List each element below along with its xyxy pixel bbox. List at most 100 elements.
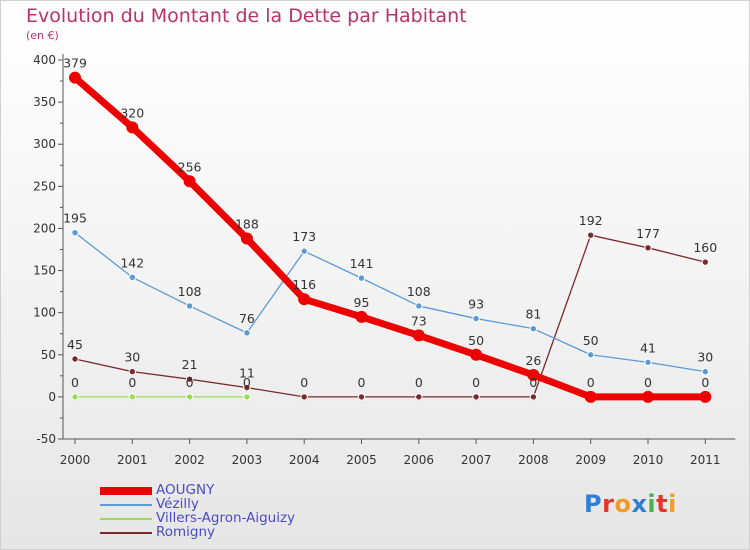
y-tick-label: 50	[41, 348, 56, 362]
x-tick-label: 2004	[289, 453, 320, 467]
y-tick-label: 150	[33, 264, 56, 278]
series-romigny	[71, 231, 709, 401]
data-point-vezilly	[185, 302, 194, 310]
y-tick-label: 250	[33, 179, 56, 193]
series-vezilly	[71, 228, 709, 376]
y-tick-label: 200	[33, 221, 56, 235]
x-tick-label: 2002	[174, 453, 205, 467]
data-label-romigny: 0	[300, 375, 308, 390]
data-point-vezilly	[128, 273, 137, 281]
data-label-romigny: 0	[415, 375, 423, 390]
x-tick-label: 2007	[461, 453, 492, 467]
data-label-vezilly: 30	[697, 350, 713, 365]
data-label-aougny: 188	[235, 217, 259, 232]
x-tick-label: 2008	[518, 453, 549, 467]
data-label-romigny: 192	[579, 213, 603, 228]
x-tick-label: 2005	[346, 453, 377, 467]
data-point-vezilly	[300, 247, 308, 255]
data-point-villers-agron-aiguizy	[243, 393, 251, 401]
data-point-romigny	[300, 393, 308, 401]
data-label-romigny: 30	[124, 350, 140, 365]
data-label-vezilly: 142	[120, 255, 144, 270]
data-label-aougny: 50	[468, 333, 484, 348]
data-label-vezilly: 93	[468, 297, 484, 312]
data-point-aougny	[355, 310, 368, 323]
data-point-villers-agron-aiguizy	[185, 393, 194, 401]
data-point-romigny	[243, 383, 251, 392]
data-label-vezilly: 108	[407, 284, 431, 299]
legend-label-aougny: AOUGNY	[156, 482, 215, 498]
data-point-aougny	[240, 232, 253, 245]
x-tick-label: 2000	[60, 453, 91, 467]
data-label-vezilly: 173	[292, 229, 316, 244]
legend-label-villers-agron-aiguizy: Villers-Agron-Aiguizy	[156, 510, 296, 526]
data-label-vezilly: 141	[350, 256, 374, 271]
y-tick-label: 0	[48, 390, 56, 404]
data-label-aougny: 95	[354, 295, 370, 310]
data-label-aougny: 256	[178, 159, 202, 174]
data-point-vezilly	[701, 367, 709, 376]
data-point-vezilly	[357, 274, 366, 282]
data-point-romigny	[701, 258, 709, 266]
data-label-romigny: 0	[529, 375, 537, 390]
data-point-romigny	[415, 393, 423, 401]
data-point-aougny	[584, 390, 597, 403]
data-point-aougny	[699, 390, 712, 403]
data-point-vezilly	[472, 314, 480, 323]
data-label-aougny: 379	[63, 56, 87, 71]
chart-subtitle: (en €)	[26, 29, 59, 42]
data-label-aougny: 0	[587, 375, 595, 390]
y-tick-label: 300	[33, 137, 56, 151]
data-point-romigny	[644, 244, 652, 252]
data-point-aougny	[298, 293, 311, 306]
data-point-aougny	[642, 390, 654, 403]
data-point-romigny	[472, 393, 480, 401]
x-tick-label: 2001	[117, 453, 148, 467]
data-point-aougny	[183, 175, 196, 188]
x-tick-label: 2010	[633, 453, 664, 467]
x-tick-label: 2011	[690, 453, 721, 467]
data-label-aougny: 116	[292, 277, 316, 292]
data-point-aougny	[126, 121, 139, 134]
data-label-romigny: 0	[472, 375, 480, 390]
data-label-aougny: 26	[525, 353, 541, 368]
legend-swatch-vezilly	[100, 504, 152, 506]
data-label-romigny: 0	[358, 375, 366, 390]
data-label-aougny: 73	[411, 313, 427, 328]
data-label-vezilly: 195	[63, 211, 87, 226]
series-line-aougny	[71, 74, 709, 401]
data-point-aougny	[470, 348, 483, 361]
data-point-aougny	[412, 329, 425, 342]
data-label-aougny: 320	[120, 105, 144, 120]
data-label-romigny: 21	[182, 357, 198, 372]
data-label-romigny: 11	[239, 366, 255, 381]
legend-swatch-romigny	[100, 532, 152, 534]
x-tick-label: 2009	[575, 453, 606, 467]
data-point-vezilly	[71, 228, 79, 237]
data-point-aougny	[69, 71, 81, 84]
data-point-romigny	[529, 393, 538, 401]
y-tick-label: 350	[33, 95, 56, 109]
series-line-romigny	[74, 234, 706, 398]
y-tick-label: 400	[33, 53, 56, 67]
legend-swatch-villers-agron-aiguizy	[100, 518, 152, 520]
series-aougny	[69, 71, 712, 403]
data-label-romigny: 177	[636, 226, 660, 241]
chart-title: Evolution du Montant de la Dette par Hab…	[26, 5, 467, 27]
x-tick-label: 2003	[232, 453, 263, 467]
data-label-vezilly: 108	[178, 284, 202, 299]
legend-label-vezilly: Vézilly	[156, 496, 199, 512]
x-tick-label: 2006	[404, 453, 435, 467]
data-label-villers-agron-aiguizy: 0	[71, 375, 79, 390]
data-point-aougny	[527, 368, 540, 381]
data-point-romigny	[587, 231, 595, 239]
series-line-vezilly	[74, 232, 706, 373]
data-point-villers-agron-aiguizy	[128, 393, 137, 401]
data-label-aougny: 0	[644, 375, 652, 390]
data-point-romigny	[185, 375, 194, 383]
data-label-romigny: 45	[67, 337, 83, 352]
data-label-villers-agron-aiguizy: 0	[186, 375, 194, 390]
